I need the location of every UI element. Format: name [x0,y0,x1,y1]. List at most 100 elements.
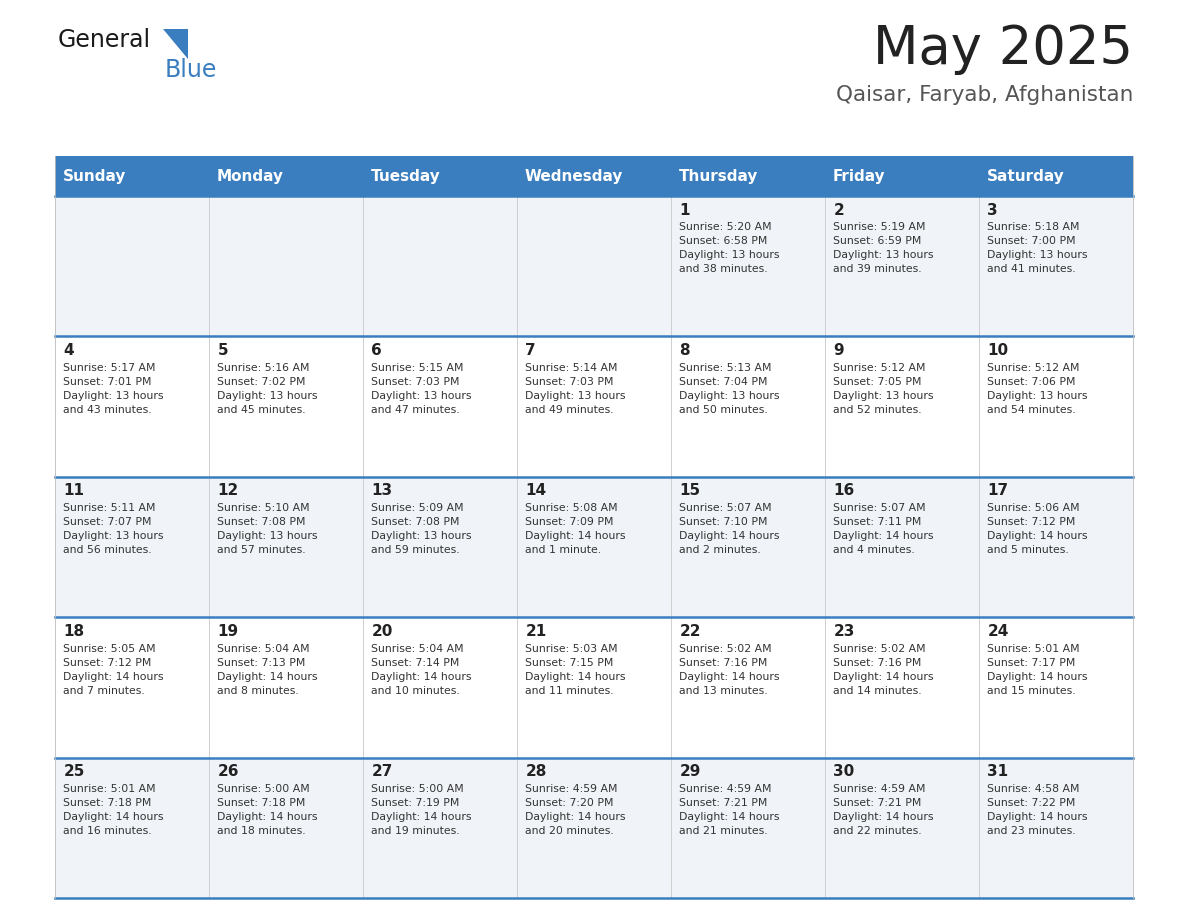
Text: Sunrise: 5:01 AM
Sunset: 7:18 PM
Daylight: 14 hours
and 16 minutes.: Sunrise: 5:01 AM Sunset: 7:18 PM Dayligh… [63,784,164,836]
Text: Sunrise: 5:13 AM
Sunset: 7:04 PM
Daylight: 13 hours
and 50 minutes.: Sunrise: 5:13 AM Sunset: 7:04 PM Dayligh… [680,363,781,415]
Text: 17: 17 [987,483,1009,498]
Text: 21: 21 [525,623,546,639]
Text: 18: 18 [63,623,84,639]
Text: Qaisar, Faryab, Afghanistan: Qaisar, Faryab, Afghanistan [835,85,1133,105]
Text: 5: 5 [217,343,228,358]
Text: 20: 20 [372,623,393,639]
Bar [824,617,979,757]
Text: 29: 29 [680,764,701,779]
Text: 2: 2 [834,203,845,218]
Bar [209,476,364,617]
Text: Sunrise: 4:59 AM
Sunset: 7:21 PM
Daylight: 14 hours
and 21 minutes.: Sunrise: 4:59 AM Sunset: 7:21 PM Dayligh… [680,784,781,836]
Text: Sunrise: 5:10 AM
Sunset: 7:08 PM
Daylight: 13 hours
and 57 minutes.: Sunrise: 5:10 AM Sunset: 7:08 PM Dayligh… [217,503,318,555]
Text: 12: 12 [217,483,239,498]
Text: Monday: Monday [216,169,284,184]
Text: Sunrise: 5:12 AM
Sunset: 7:05 PM
Daylight: 13 hours
and 52 minutes.: Sunrise: 5:12 AM Sunset: 7:05 PM Dayligh… [834,363,934,415]
Text: Sunrise: 5:20 AM
Sunset: 6:58 PM
Daylight: 13 hours
and 38 minutes.: Sunrise: 5:20 AM Sunset: 6:58 PM Dayligh… [680,222,781,274]
Bar [517,156,671,196]
Text: 14: 14 [525,483,546,498]
Text: Thursday: Thursday [678,169,758,184]
Bar [517,196,671,336]
Text: Sunrise: 5:16 AM
Sunset: 7:02 PM
Daylight: 13 hours
and 45 minutes.: Sunrise: 5:16 AM Sunset: 7:02 PM Dayligh… [217,363,318,415]
Bar [55,476,209,617]
Text: 3: 3 [987,203,998,218]
Text: General: General [58,28,151,52]
Bar [671,196,824,336]
Text: Sunrise: 5:07 AM
Sunset: 7:10 PM
Daylight: 14 hours
and 2 minutes.: Sunrise: 5:07 AM Sunset: 7:10 PM Dayligh… [680,503,781,555]
Text: Sunrise: 5:19 AM
Sunset: 6:59 PM
Daylight: 13 hours
and 39 minutes.: Sunrise: 5:19 AM Sunset: 6:59 PM Dayligh… [834,222,934,274]
Text: Sunday: Sunday [63,169,126,184]
Text: 13: 13 [372,483,392,498]
Text: 28: 28 [525,764,546,779]
Bar [517,757,671,898]
Text: Sunrise: 5:08 AM
Sunset: 7:09 PM
Daylight: 14 hours
and 1 minute.: Sunrise: 5:08 AM Sunset: 7:09 PM Dayligh… [525,503,626,555]
Text: Sunrise: 5:01 AM
Sunset: 7:17 PM
Daylight: 14 hours
and 15 minutes.: Sunrise: 5:01 AM Sunset: 7:17 PM Dayligh… [987,644,1088,696]
Text: Wednesday: Wednesday [525,169,623,184]
Text: 30: 30 [834,764,854,779]
Bar [979,476,1133,617]
Text: 4: 4 [63,343,74,358]
Text: Sunrise: 5:11 AM
Sunset: 7:07 PM
Daylight: 13 hours
and 56 minutes.: Sunrise: 5:11 AM Sunset: 7:07 PM Dayligh… [63,503,164,555]
Text: Sunrise: 5:02 AM
Sunset: 7:16 PM
Daylight: 14 hours
and 13 minutes.: Sunrise: 5:02 AM Sunset: 7:16 PM Dayligh… [680,644,781,696]
Text: Sunrise: 5:06 AM
Sunset: 7:12 PM
Daylight: 14 hours
and 5 minutes.: Sunrise: 5:06 AM Sunset: 7:12 PM Dayligh… [987,503,1088,555]
Bar [364,617,517,757]
Bar [364,156,517,196]
Bar [209,617,364,757]
Bar [209,156,364,196]
Bar [671,757,824,898]
Text: 26: 26 [217,764,239,779]
Bar [979,617,1133,757]
Text: 16: 16 [834,483,854,498]
Bar [209,757,364,898]
Text: Sunrise: 5:07 AM
Sunset: 7:11 PM
Daylight: 14 hours
and 4 minutes.: Sunrise: 5:07 AM Sunset: 7:11 PM Dayligh… [834,503,934,555]
Text: 1: 1 [680,203,690,218]
Bar [824,476,979,617]
Text: 15: 15 [680,483,701,498]
Text: 31: 31 [987,764,1009,779]
Text: 6: 6 [372,343,383,358]
Text: 25: 25 [63,764,84,779]
Bar [517,617,671,757]
Text: Tuesday: Tuesday [371,169,441,184]
Text: 27: 27 [372,764,393,779]
Bar [364,757,517,898]
Text: 19: 19 [217,623,239,639]
Text: Sunrise: 5:17 AM
Sunset: 7:01 PM
Daylight: 13 hours
and 43 minutes.: Sunrise: 5:17 AM Sunset: 7:01 PM Dayligh… [63,363,164,415]
Text: Friday: Friday [833,169,885,184]
Text: 22: 22 [680,623,701,639]
Text: Sunrise: 5:02 AM
Sunset: 7:16 PM
Daylight: 14 hours
and 14 minutes.: Sunrise: 5:02 AM Sunset: 7:16 PM Dayligh… [834,644,934,696]
Text: 9: 9 [834,343,845,358]
Text: 11: 11 [63,483,84,498]
Bar [979,336,1133,476]
Text: Blue: Blue [165,58,217,82]
Text: Saturday: Saturday [987,169,1064,184]
Bar [55,156,209,196]
Text: Sunrise: 5:05 AM
Sunset: 7:12 PM
Daylight: 14 hours
and 7 minutes.: Sunrise: 5:05 AM Sunset: 7:12 PM Dayligh… [63,644,164,696]
Bar [209,336,364,476]
Bar [209,196,364,336]
Text: Sunrise: 5:04 AM
Sunset: 7:13 PM
Daylight: 14 hours
and 8 minutes.: Sunrise: 5:04 AM Sunset: 7:13 PM Dayligh… [217,644,318,696]
Text: Sunrise: 5:15 AM
Sunset: 7:03 PM
Daylight: 13 hours
and 47 minutes.: Sunrise: 5:15 AM Sunset: 7:03 PM Dayligh… [372,363,472,415]
Bar [671,156,824,196]
Bar [671,336,824,476]
Text: 24: 24 [987,623,1009,639]
Bar [55,336,209,476]
Text: Sunrise: 5:12 AM
Sunset: 7:06 PM
Daylight: 13 hours
and 54 minutes.: Sunrise: 5:12 AM Sunset: 7:06 PM Dayligh… [987,363,1088,415]
Text: Sunrise: 4:58 AM
Sunset: 7:22 PM
Daylight: 14 hours
and 23 minutes.: Sunrise: 4:58 AM Sunset: 7:22 PM Dayligh… [987,784,1088,836]
Bar [824,196,979,336]
Text: Sunrise: 5:14 AM
Sunset: 7:03 PM
Daylight: 13 hours
and 49 minutes.: Sunrise: 5:14 AM Sunset: 7:03 PM Dayligh… [525,363,626,415]
Text: Sunrise: 5:00 AM
Sunset: 7:18 PM
Daylight: 14 hours
and 18 minutes.: Sunrise: 5:00 AM Sunset: 7:18 PM Dayligh… [217,784,318,836]
Bar [824,156,979,196]
Bar [55,757,209,898]
Text: 23: 23 [834,623,855,639]
Bar [979,196,1133,336]
Bar [364,336,517,476]
Polygon shape [163,29,188,59]
Bar [55,617,209,757]
Bar [824,757,979,898]
Bar [671,617,824,757]
Text: Sunrise: 4:59 AM
Sunset: 7:20 PM
Daylight: 14 hours
and 20 minutes.: Sunrise: 4:59 AM Sunset: 7:20 PM Dayligh… [525,784,626,836]
Text: 10: 10 [987,343,1009,358]
Bar [55,196,209,336]
Text: Sunrise: 5:18 AM
Sunset: 7:00 PM
Daylight: 13 hours
and 41 minutes.: Sunrise: 5:18 AM Sunset: 7:00 PM Dayligh… [987,222,1088,274]
